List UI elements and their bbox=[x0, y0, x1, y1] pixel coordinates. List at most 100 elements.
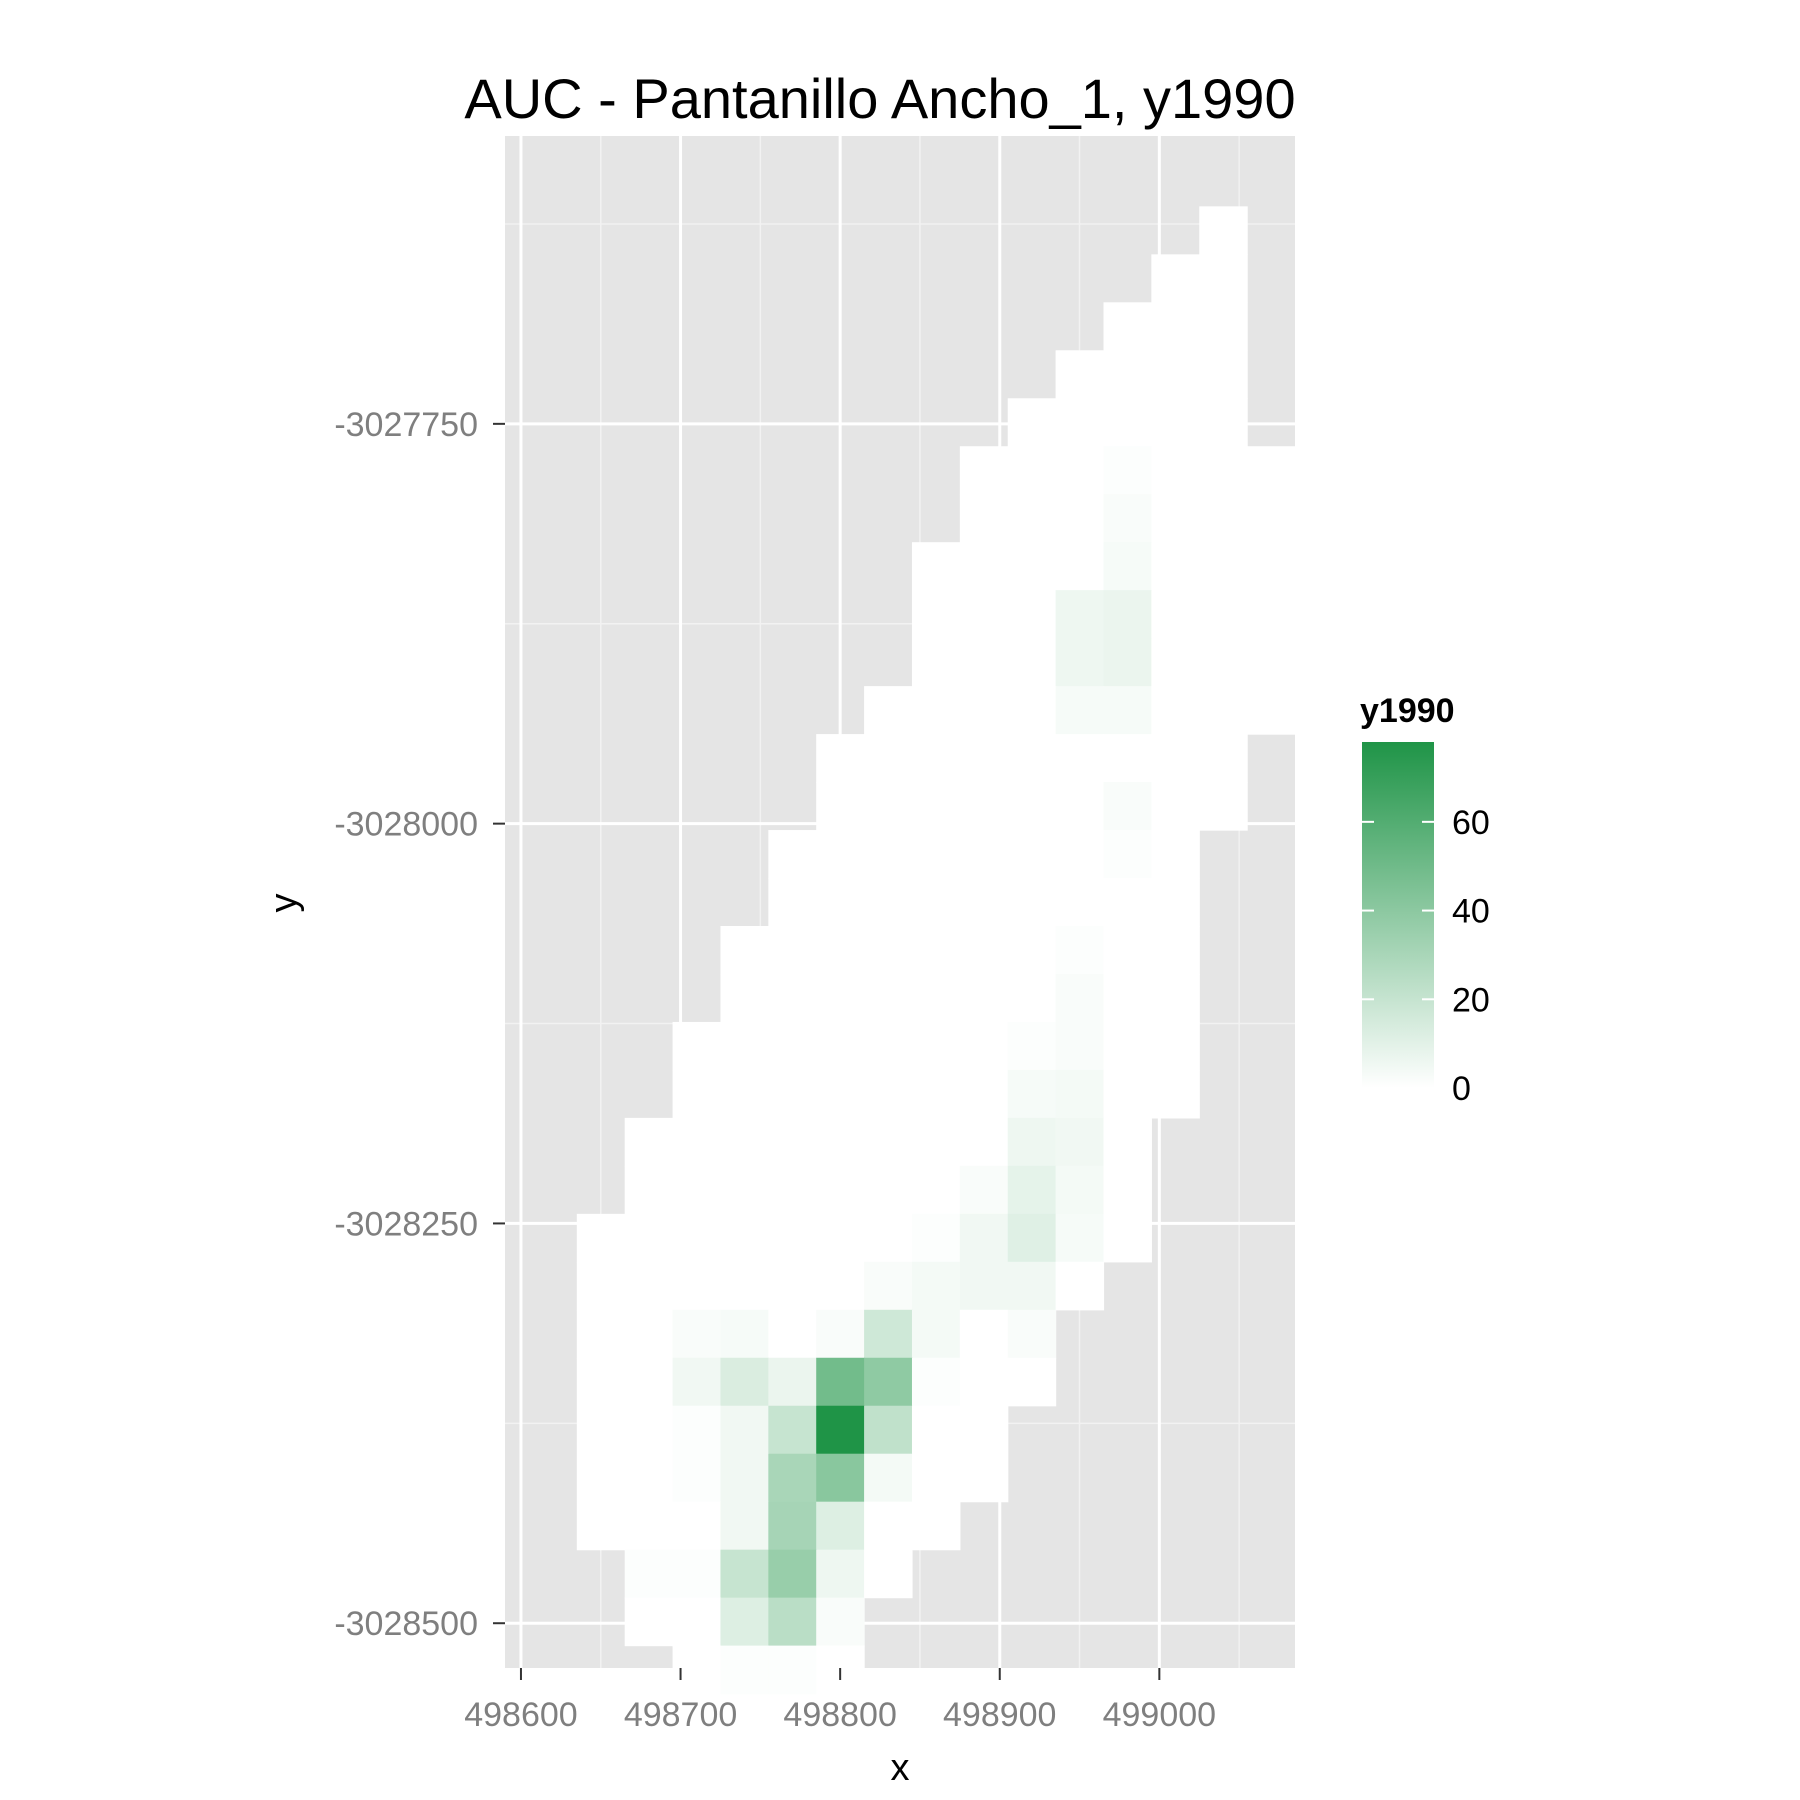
heatmap-cell bbox=[768, 1357, 817, 1407]
heatmap-cell bbox=[1007, 878, 1057, 927]
heatmap-cell bbox=[816, 1405, 865, 1455]
heatmap-cell bbox=[911, 1069, 961, 1119]
heatmap-cell bbox=[959, 734, 1009, 783]
heatmap-cell bbox=[816, 1117, 865, 1167]
heatmap-cell bbox=[672, 1165, 722, 1215]
heatmap-cell bbox=[816, 925, 865, 975]
heatmap-cell bbox=[816, 1069, 865, 1119]
heatmap-cell bbox=[1103, 638, 1152, 687]
heatmap-cell bbox=[864, 830, 913, 879]
heatmap-cell bbox=[1247, 494, 1296, 543]
heatmap-cell bbox=[864, 1213, 913, 1263]
heatmap-cell bbox=[864, 1453, 913, 1503]
legend-title: y1990 bbox=[1360, 692, 1455, 730]
heatmap-cell bbox=[576, 1501, 626, 1551]
heatmap-cell bbox=[1151, 446, 1200, 495]
heatmap-cell bbox=[1055, 1021, 1105, 1071]
x-tick-label: 498700 bbox=[624, 1696, 737, 1734]
heatmap-cell bbox=[1199, 734, 1248, 783]
heatmap-cell bbox=[816, 1597, 865, 1647]
heatmap-cell bbox=[816, 973, 865, 1023]
heatmap-cell bbox=[720, 1405, 769, 1455]
heatmap-cell bbox=[959, 590, 1009, 639]
heatmap-cell bbox=[1103, 1021, 1152, 1071]
heatmap-cell bbox=[1247, 542, 1296, 591]
heatmap-cell bbox=[1199, 254, 1248, 303]
heatmap-cell bbox=[1007, 446, 1057, 495]
heatmap-cell bbox=[1007, 542, 1057, 591]
heatmap-cell bbox=[1007, 734, 1057, 783]
heatmap-cell bbox=[768, 973, 817, 1023]
heatmap-cell bbox=[1151, 830, 1200, 879]
heatmap-cell bbox=[864, 1405, 913, 1455]
heatmap-cell bbox=[672, 1549, 722, 1599]
heatmap-cell bbox=[1103, 925, 1152, 975]
heatmap-cell bbox=[864, 1021, 913, 1071]
heatmap-cell bbox=[959, 973, 1009, 1023]
heatmap-cell bbox=[1151, 590, 1200, 639]
heatmap-cell bbox=[624, 1501, 674, 1551]
heatmap-cell bbox=[768, 1453, 817, 1503]
heatmap-cell bbox=[624, 1549, 674, 1599]
heatmap-cells bbox=[576, 206, 1296, 1695]
heatmap-cell bbox=[768, 1549, 817, 1599]
heatmap-cell bbox=[672, 1453, 722, 1503]
heatmap-cell bbox=[959, 686, 1009, 735]
heatmap-cell bbox=[1055, 590, 1105, 639]
heatmap-cell bbox=[1151, 638, 1200, 687]
heatmap-cell bbox=[864, 686, 913, 735]
heatmap-cell bbox=[1247, 590, 1296, 639]
heatmap-cell bbox=[959, 1069, 1009, 1119]
heatmap-cell bbox=[1055, 638, 1105, 687]
heatmap-cell bbox=[864, 973, 913, 1023]
heatmap-cell bbox=[1103, 878, 1152, 927]
heatmap-cell bbox=[1199, 638, 1248, 687]
heatmap-cell bbox=[1151, 686, 1200, 735]
heatmap-cell bbox=[1055, 686, 1105, 735]
heatmap-cell bbox=[1151, 398, 1200, 447]
heatmap-cell bbox=[1007, 782, 1057, 831]
heatmap-cell bbox=[1055, 446, 1105, 495]
heatmap-cell bbox=[720, 973, 769, 1023]
heatmap-cell bbox=[1103, 1213, 1152, 1263]
heatmap-cell bbox=[1103, 398, 1152, 447]
heatmap-cell bbox=[959, 1117, 1009, 1167]
x-axis-title: x bbox=[891, 1747, 910, 1789]
heatmap-cell bbox=[1151, 782, 1200, 831]
heatmap-cell bbox=[624, 1453, 674, 1503]
heatmap-cell bbox=[624, 1357, 674, 1407]
heatmap-cell bbox=[720, 1021, 769, 1071]
heatmap-cell bbox=[816, 878, 865, 927]
heatmap-cell bbox=[1151, 254, 1200, 303]
heatmap-cell bbox=[864, 1117, 913, 1167]
heatmap-cell bbox=[1199, 782, 1248, 831]
heatmap-cell bbox=[1151, 350, 1200, 399]
heatmap-cell bbox=[1007, 830, 1057, 879]
x-tick-label: 498900 bbox=[943, 1696, 1056, 1734]
heatmap-cell bbox=[1103, 686, 1152, 735]
heatmap-cell bbox=[816, 1357, 865, 1407]
heatmap-cell bbox=[1055, 398, 1105, 447]
heatmap-cell bbox=[672, 1261, 722, 1311]
heatmap-cell bbox=[816, 1453, 865, 1503]
heatmap-cell bbox=[624, 1117, 674, 1167]
heatmap-cell bbox=[816, 1309, 865, 1359]
heatmap-cell bbox=[1055, 925, 1105, 975]
heatmap-cell bbox=[864, 734, 913, 783]
heatmap-cell bbox=[816, 1021, 865, 1071]
heatmap-cell bbox=[720, 1165, 769, 1215]
heatmap-cell bbox=[1007, 1117, 1057, 1167]
heatmap-cell bbox=[959, 1261, 1009, 1311]
legend-tick-label: 20 bbox=[1452, 981, 1490, 1019]
heatmap-cell bbox=[911, 638, 961, 687]
heatmap-cell bbox=[720, 1117, 769, 1167]
heatmap-cell bbox=[911, 925, 961, 975]
heatmap-cell bbox=[768, 1021, 817, 1071]
heatmap-cell bbox=[959, 1309, 1009, 1359]
heatmap-cell bbox=[624, 1597, 674, 1647]
heatmap-cell bbox=[959, 1405, 1009, 1455]
heatmap-cell bbox=[1007, 1069, 1057, 1119]
heatmap-cell bbox=[768, 925, 817, 975]
heatmap-cell bbox=[576, 1309, 626, 1359]
legend-ticks: 0 20 40 60 bbox=[1362, 804, 1490, 1108]
